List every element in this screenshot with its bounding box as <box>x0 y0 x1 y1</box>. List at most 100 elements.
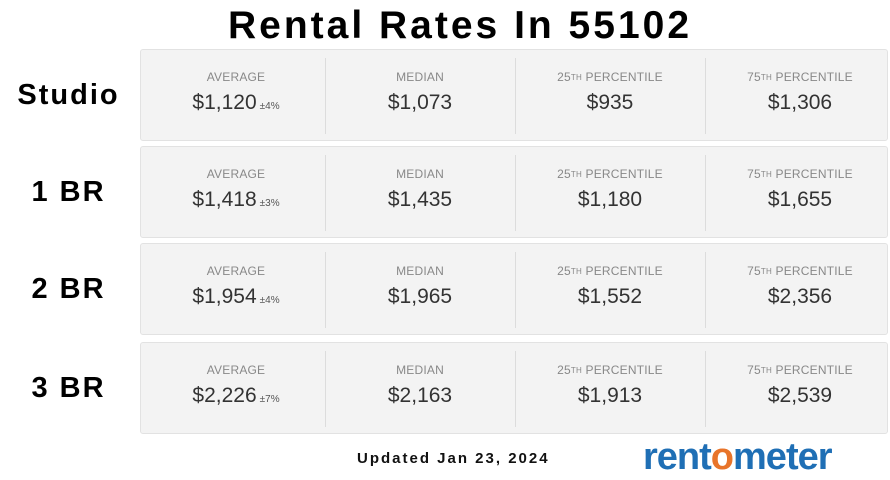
median-value: $1,073 <box>387 91 453 114</box>
p25-value: $935 <box>586 91 634 114</box>
average-value: $1,120 ±4% <box>141 91 331 115</box>
cell-divider <box>515 58 516 134</box>
average-amount: $1,120 <box>192 91 257 114</box>
median-cell: MEDIAN $1,073 <box>325 58 515 134</box>
p75-cell: 75TH PERCENTILE $2,539 <box>705 351 890 427</box>
rentometer-logo: rentometer <box>643 436 833 479</box>
p25-label-num: 25 <box>557 70 571 84</box>
p25-label: 25TH PERCENTILE <box>515 264 705 278</box>
p75-label-num: 75 <box>747 264 761 278</box>
p75-value: $1,655 <box>767 188 833 211</box>
p25-label-sup: TH <box>570 170 582 179</box>
median-label: MEDIAN <box>396 264 444 278</box>
rate-card: AVERAGE $2,226 ±7% MEDIAN $2,163 25TH PER… <box>140 342 888 434</box>
p75-label-sup: TH <box>760 170 772 179</box>
logo-gauge-o: o <box>710 436 734 478</box>
cell-divider <box>705 155 706 231</box>
p25-cell: 25TH PERCENTILE $1,552 <box>515 252 705 328</box>
average-amount: $1,418 <box>192 188 257 211</box>
p25-label-text: PERCENTILE <box>581 70 663 84</box>
median-cell: MEDIAN $1,965 <box>325 252 515 328</box>
average-label: AVERAGE <box>206 264 266 278</box>
average-amount: $1,954 <box>192 285 257 308</box>
p25-value: $1,913 <box>577 384 643 407</box>
p25-label-text: PERCENTILE <box>581 264 663 278</box>
rate-card: AVERAGE $1,954 ±4% MEDIAN $1,965 25TH PER… <box>140 243 888 335</box>
p75-label-text: PERCENTILE <box>771 167 853 181</box>
logo-suffix: meter <box>733 436 832 478</box>
p25-label-sup: TH <box>570 267 582 276</box>
cell-divider <box>325 155 326 231</box>
p75-value: $2,539 <box>767 384 833 407</box>
cell-divider <box>515 351 516 427</box>
average-cell: AVERAGE $2,226 ±7% <box>141 351 331 427</box>
p25-cell: 25TH PERCENTILE $1,180 <box>515 155 705 231</box>
p75-label: 75TH PERCENTILE <box>705 363 890 377</box>
p75-label-text: PERCENTILE <box>771 363 853 377</box>
p75-label: 75TH PERCENTILE <box>705 264 890 278</box>
cell-divider <box>705 58 706 134</box>
p25-label: 25TH PERCENTILE <box>515 167 705 181</box>
cell-divider <box>705 351 706 427</box>
median-cell: MEDIAN $2,163 <box>325 351 515 427</box>
average-margin: ±4% <box>259 101 280 112</box>
average-value: $1,418 ±3% <box>141 188 331 212</box>
p25-label: 25TH PERCENTILE <box>515 363 705 377</box>
p25-label-num: 25 <box>557 264 571 278</box>
cell-divider <box>515 155 516 231</box>
average-margin: ±4% <box>259 295 280 306</box>
p25-label-sup: TH <box>570 73 582 82</box>
p25-value: $1,552 <box>577 285 643 308</box>
average-margin: ±7% <box>259 394 280 405</box>
average-cell: AVERAGE $1,954 ±4% <box>141 252 331 328</box>
cell-divider <box>515 252 516 328</box>
rate-row-1br: 1 BR AVERAGE $1,418 ±3% MEDIAN $1,435 25T… <box>0 146 890 238</box>
p25-label: 25TH PERCENTILE <box>515 70 705 84</box>
median-label: MEDIAN <box>396 363 444 377</box>
row-label: Studio <box>17 78 120 111</box>
p25-label-num: 25 <box>557 167 571 181</box>
median-value: $1,435 <box>387 188 453 211</box>
updated-date: Updated Jan 23, 2024 <box>357 450 550 467</box>
average-cell: AVERAGE $1,418 ±3% <box>141 155 331 231</box>
logo-prefix: rent <box>643 436 712 478</box>
average-value: $2,226 ±7% <box>141 384 331 408</box>
median-label: MEDIAN <box>396 70 444 84</box>
row-label: 3 BR <box>31 371 106 404</box>
cell-divider <box>325 351 326 427</box>
average-value: $1,954 ±4% <box>141 285 331 309</box>
p75-value: $1,306 <box>767 91 833 114</box>
p25-label-num: 25 <box>557 363 571 377</box>
p75-label-sup: TH <box>760 73 772 82</box>
p25-value: $1,180 <box>577 188 643 211</box>
p25-cell: 25TH PERCENTILE $1,913 <box>515 351 705 427</box>
p75-label-text: PERCENTILE <box>771 70 853 84</box>
average-margin: ±3% <box>259 198 280 209</box>
p75-label: 75TH PERCENTILE <box>705 70 890 84</box>
cell-divider <box>325 252 326 328</box>
p75-cell: 75TH PERCENTILE $1,655 <box>705 155 890 231</box>
row-label: 2 BR <box>31 272 106 305</box>
p75-label-sup: TH <box>760 267 772 276</box>
p75-label-text: PERCENTILE <box>771 264 853 278</box>
median-value: $1,965 <box>387 285 453 308</box>
p75-cell: 75TH PERCENTILE $1,306 <box>705 58 890 134</box>
p25-label-text: PERCENTILE <box>581 167 663 181</box>
p25-label-text: PERCENTILE <box>581 363 663 377</box>
median-label: MEDIAN <box>396 167 444 181</box>
median-value: $2,163 <box>387 384 453 407</box>
p75-value: $2,356 <box>767 285 833 308</box>
chart-title: Rental Rates In 55102 <box>227 4 693 47</box>
p25-label-sup: TH <box>570 366 582 375</box>
cell-divider <box>705 252 706 328</box>
p75-label-num: 75 <box>747 70 761 84</box>
p75-cell: 75TH PERCENTILE $2,356 <box>705 252 890 328</box>
rate-card: AVERAGE $1,418 ±3% MEDIAN $1,435 25TH PER… <box>140 146 888 238</box>
average-cell: AVERAGE $1,120 ±4% <box>141 58 331 134</box>
average-label: AVERAGE <box>206 363 266 377</box>
average-label: AVERAGE <box>206 167 266 181</box>
average-amount: $2,226 <box>192 384 257 407</box>
rate-row-studio: Studio AVERAGE $1,120 ±4% MEDIAN $1,073 2… <box>0 49 890 141</box>
p75-label-num: 75 <box>747 167 761 181</box>
p75-label-num: 75 <box>747 363 761 377</box>
